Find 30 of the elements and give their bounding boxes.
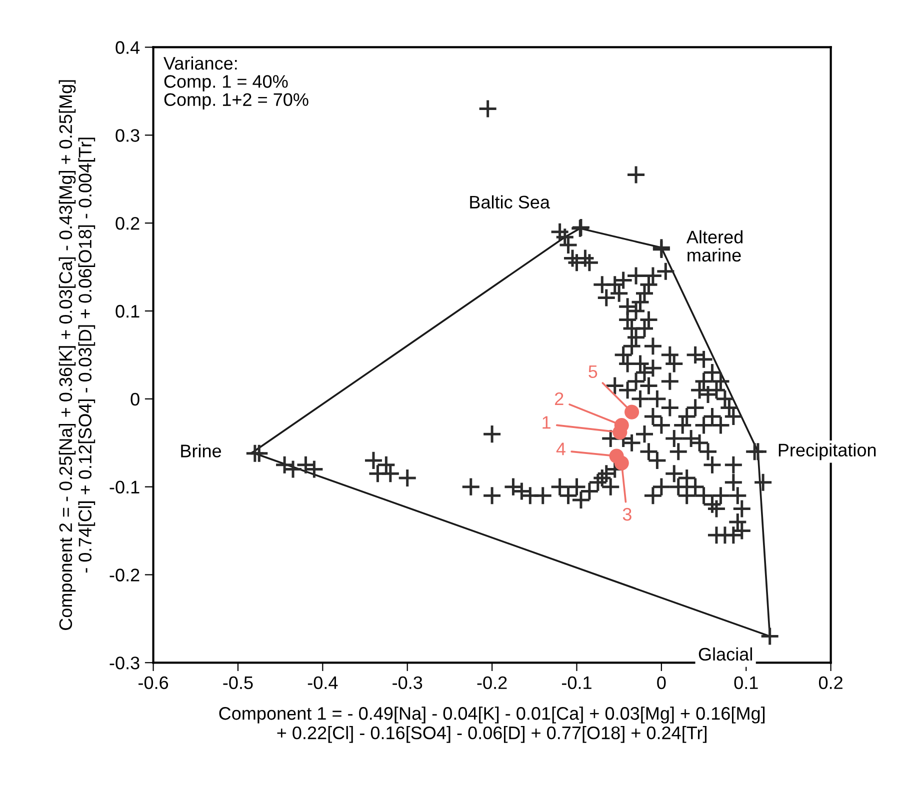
x-tick-label: 0	[657, 676, 666, 690]
x-tick-label: 0.2	[818, 676, 842, 690]
x-tick-label: 0.1	[734, 676, 758, 690]
y-tick-label: 0.3	[116, 129, 140, 142]
x-tick-label: -0.2	[477, 676, 507, 690]
y-tick-label: -0.2	[110, 568, 140, 582]
x-tick-label: -0.6	[138, 676, 168, 690]
y-tick-label: 0.4	[116, 41, 140, 54]
annotation: Glacial	[698, 647, 752, 661]
y-tick-label: -0.1	[110, 480, 140, 494]
annotation: Precipitation	[778, 443, 876, 460]
annotation: 4	[556, 442, 566, 456]
x-tick-label: -0.5	[223, 676, 253, 690]
annotation: 5	[588, 365, 598, 378]
y-tick-label: 0.2	[116, 216, 140, 230]
annotation: 3	[622, 508, 632, 521]
x-tick-label: -0.3	[392, 676, 422, 690]
annotation: Brine	[181, 444, 222, 458]
x-tick-label: -0.1	[562, 676, 592, 690]
y-tick-label: -0.3	[110, 656, 140, 670]
annotation: Altered marine	[686, 230, 742, 262]
annotation: Baltic Sea	[470, 195, 550, 209]
y-tick-label: 0.1	[116, 304, 140, 318]
annotation: 2	[555, 392, 564, 405]
annotation: 1	[542, 416, 550, 429]
x-axis-title: Component 1 = - 0.49[Na] - 0.04[K] - 0.01[Ca] + 0.03[Mg] + 0.16[Mg] + 0.22[Cl] - 0.16[SO4] - 0.06[D] + 0.77[O18] + 0.24[Tr]	[219, 706, 765, 743]
y-axis-title: Component 2 = - 0.25[Na] + 0.36[K] + 0.03[Ca] - 0.43[Mg] + 0.25[Mg] - 0.74[Cl] + 0.12[SO4] - 0.03[D] + 0.06[O18] - 0.004[Tr]	[58, 80, 96, 630]
x-tick-label: -0.4	[308, 676, 338, 690]
y-tick-label: 0	[130, 392, 140, 406]
annotation: Variance: Comp. 1 = 40% Comp. 1+2 = 70%	[164, 56, 308, 110]
